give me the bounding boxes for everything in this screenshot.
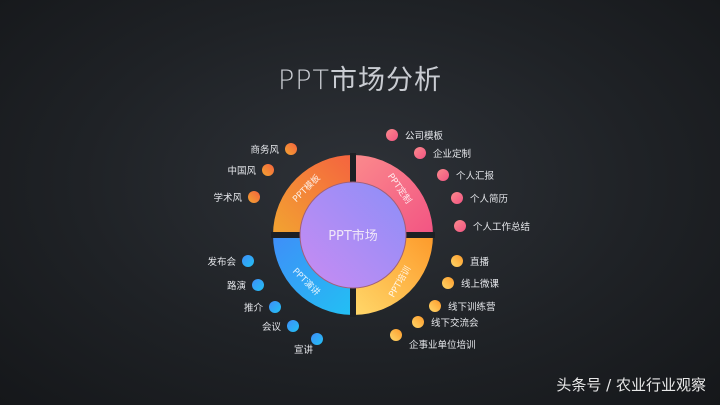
item-label: 个人工作总结 [473,222,531,233]
item-dot [287,320,299,332]
item-dot [442,277,454,289]
item-dot [454,220,466,232]
item-dot [412,316,424,328]
item-dot [269,301,281,313]
item-label: 推介 [243,303,263,314]
segment-ppt-training[interactable] [353,235,433,315]
item-label: 线下训练营 [448,302,496,313]
item-label: 中国风 [227,166,256,177]
item-dot [437,169,449,181]
item-label: 商务风 [250,145,279,156]
item-dot [311,333,323,345]
item-label: 学术风 [213,193,242,204]
item-label: 宣讲 [293,345,313,356]
item-label: 个人汇报 [456,171,495,182]
item-dot [262,164,274,176]
item-label: 企业定制 [433,149,472,160]
item-label: 公司模板 [405,131,444,142]
center-label: PPT市场 [328,228,378,244]
item-label: 路演 [226,281,246,292]
segment-ppt-template[interactable] [273,155,353,235]
center-circle[interactable] [299,181,407,289]
segment-ppt-custom[interactable] [353,155,433,235]
item-dot [451,255,463,267]
page-title: PPT市场分析 [277,65,443,96]
item-dot [414,147,426,159]
item-dot [451,192,463,204]
segment-ppt-speech[interactable] [273,235,353,315]
item-dot [390,329,402,341]
item-dot [429,300,441,312]
item-dot [242,255,254,267]
item-label: 直播 [470,257,490,268]
item-dot [285,143,297,155]
item-label: 个人简历 [470,194,509,205]
item-label: 线下交流会 [431,318,479,329]
item-label: 发布会 [207,257,236,268]
item-label: 企事业单位培训 [409,340,476,351]
item-label: 线上微课 [461,279,500,290]
item-dot [386,129,398,141]
item-label: 会议 [261,322,281,333]
item-dot [248,191,260,203]
watermark: 头条号 / 农业行业观察 [556,376,706,394]
item-dot [252,279,264,291]
